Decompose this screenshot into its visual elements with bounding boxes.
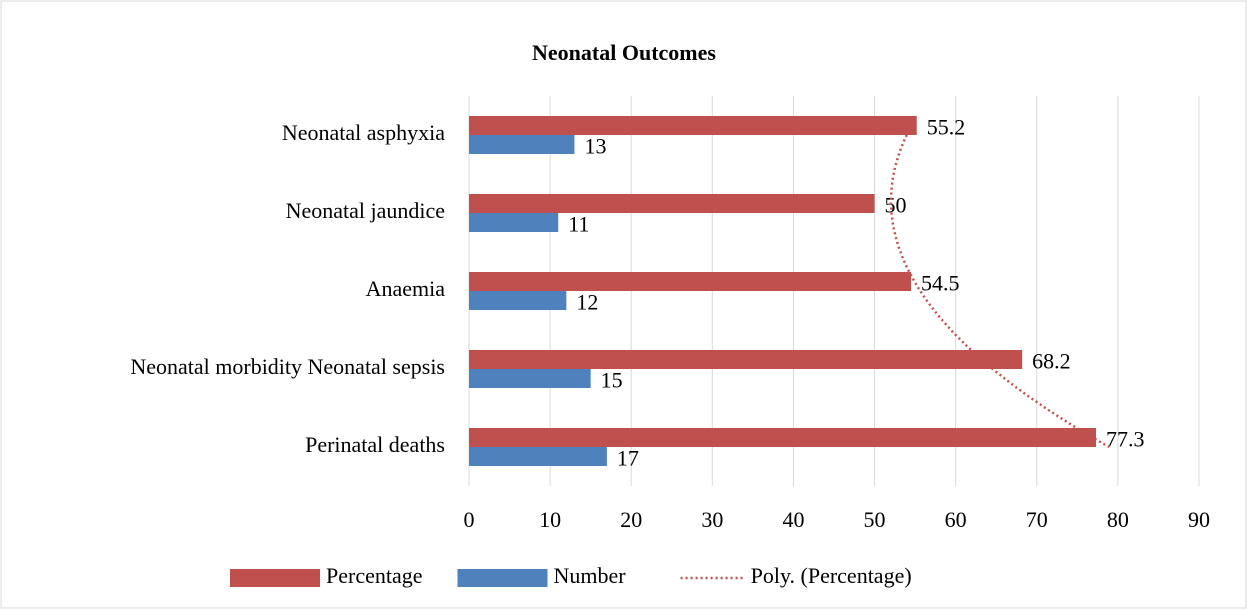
bar: [469, 116, 917, 135]
y-tick-label: Neonatal asphyxia: [282, 120, 445, 145]
x-tick-label: 10: [539, 507, 561, 532]
bar: [469, 213, 559, 232]
data-label: 11: [568, 212, 589, 237]
legend-swatch: [457, 569, 548, 587]
legend-label: Poly. (Percentage): [751, 563, 912, 588]
bar: [469, 291, 567, 310]
y-tick-label: Anaemia: [366, 276, 446, 301]
y-tick-label: Neonatal jaundice: [286, 198, 445, 223]
data-label: 17: [617, 446, 639, 471]
bar: [469, 369, 591, 388]
chart-title: Neonatal Outcomes: [532, 40, 716, 65]
bar: [469, 428, 1096, 447]
data-label: 55.2: [927, 115, 966, 140]
data-label: 13: [584, 134, 606, 159]
x-tick-label: 90: [1188, 507, 1210, 532]
x-tick-label: 30: [701, 507, 723, 532]
bar: [469, 135, 575, 154]
legend-swatch: [230, 569, 320, 587]
y-tick-label: Neonatal morbidity Neonatal sepsis: [130, 354, 445, 379]
bar: [469, 350, 1023, 369]
x-tick-label: 40: [782, 507, 804, 532]
legend-label: Number: [554, 563, 627, 588]
data-label: 50: [885, 193, 907, 218]
x-tick-label: 20: [620, 507, 642, 532]
data-label: 77.3: [1106, 427, 1145, 452]
x-tick-label: 60: [945, 507, 967, 532]
bar: [469, 272, 912, 291]
data-label: 15: [601, 368, 623, 393]
data-label: 68.2: [1032, 349, 1071, 374]
legend-label: Percentage: [326, 563, 423, 588]
data-label: 54.5: [921, 271, 960, 296]
bar: [469, 447, 607, 466]
y-tick-label: Perinatal deaths: [305, 432, 445, 457]
x-tick-label: 0: [464, 507, 475, 532]
x-tick-label: 80: [1107, 507, 1129, 532]
x-tick-label: 70: [1026, 507, 1048, 532]
bar: [469, 194, 875, 213]
x-tick-label: 50: [864, 507, 886, 532]
data-label: 12: [576, 290, 598, 315]
